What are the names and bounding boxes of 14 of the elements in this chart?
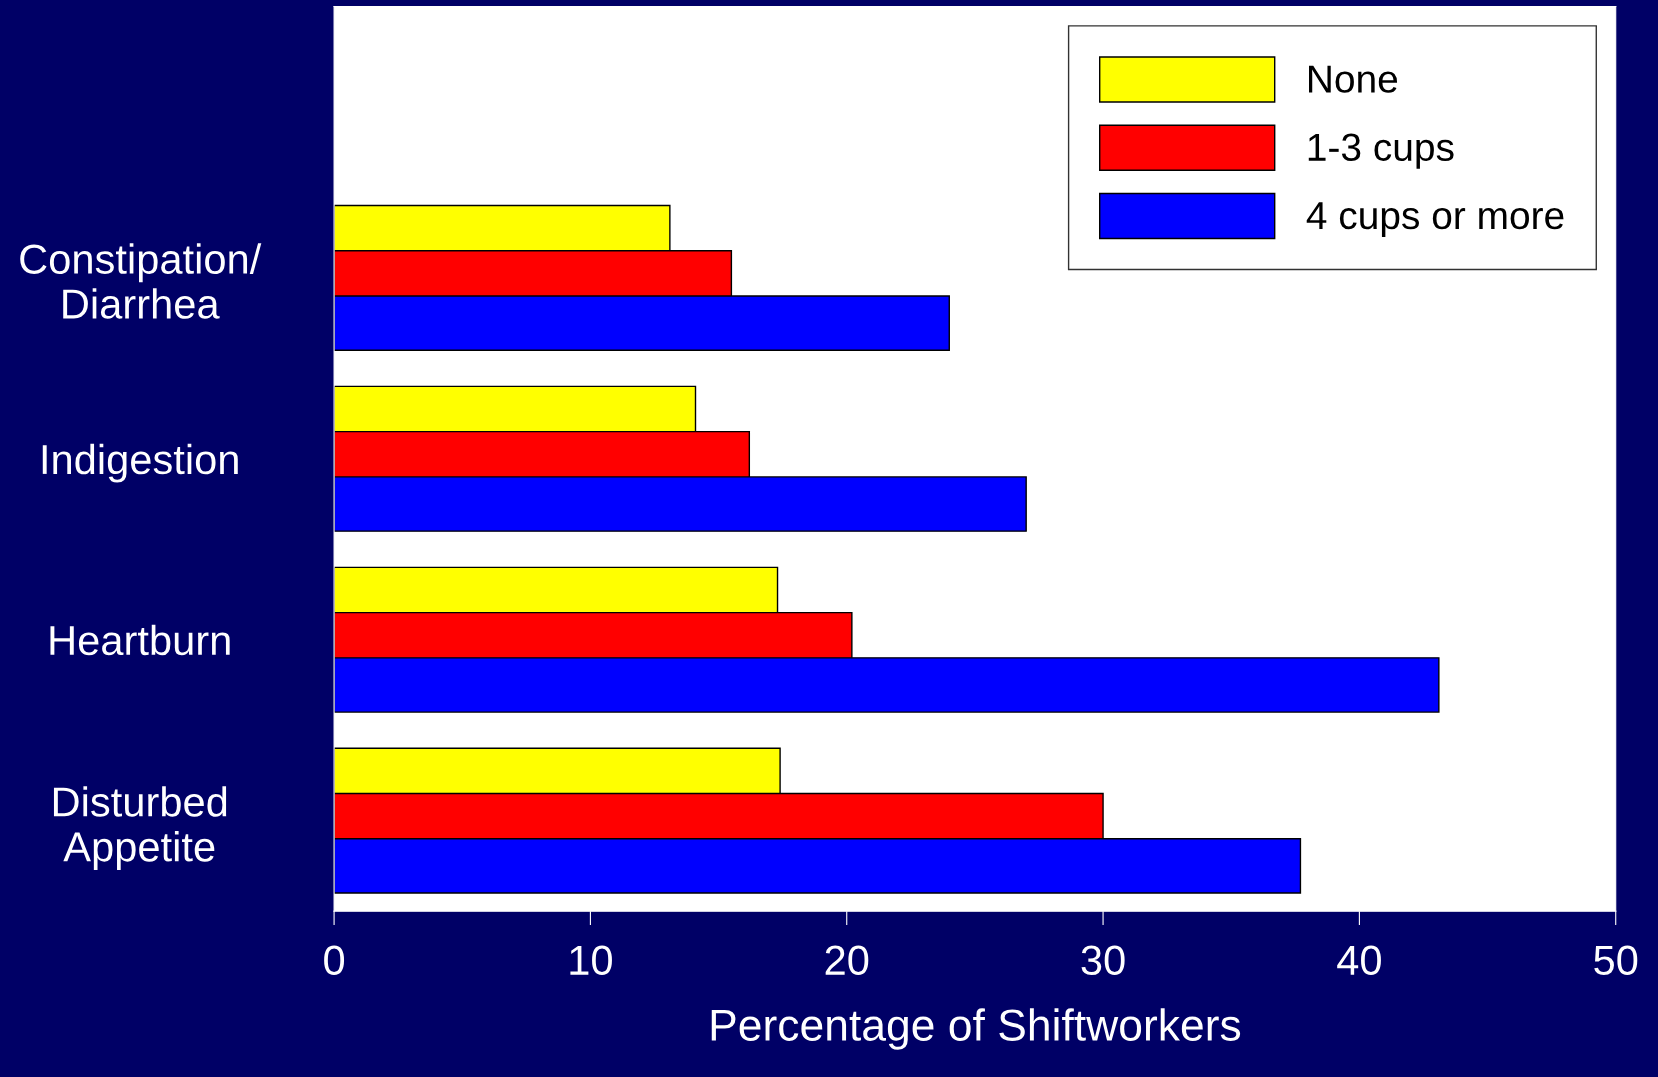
y-tick-label: Indigestion (42, 443, 238, 483)
x-tick-label: 0 (324, 945, 345, 976)
x-tick-label: 40 (1337, 945, 1381, 976)
legend-label: None (1309, 65, 1398, 93)
x-tick-label: 50 (1594, 945, 1638, 976)
x-tick-label: 10 (570, 945, 612, 976)
x-tick-label: 30 (1081, 945, 1125, 976)
legend-label: 1-3 cups (1308, 133, 1454, 169)
y-tick-label: Disturbed Appetite (53, 786, 227, 870)
legend-label: 4 cups or more (1306, 202, 1564, 237)
x-tick-label: 20 (825, 945, 869, 976)
y-tick-label: Constipation/ Diarrhea (20, 243, 262, 319)
x-axis-title: Percentage of Shiftworkers (711, 1008, 1241, 1050)
y-tick-label: Heartburn (50, 624, 230, 656)
